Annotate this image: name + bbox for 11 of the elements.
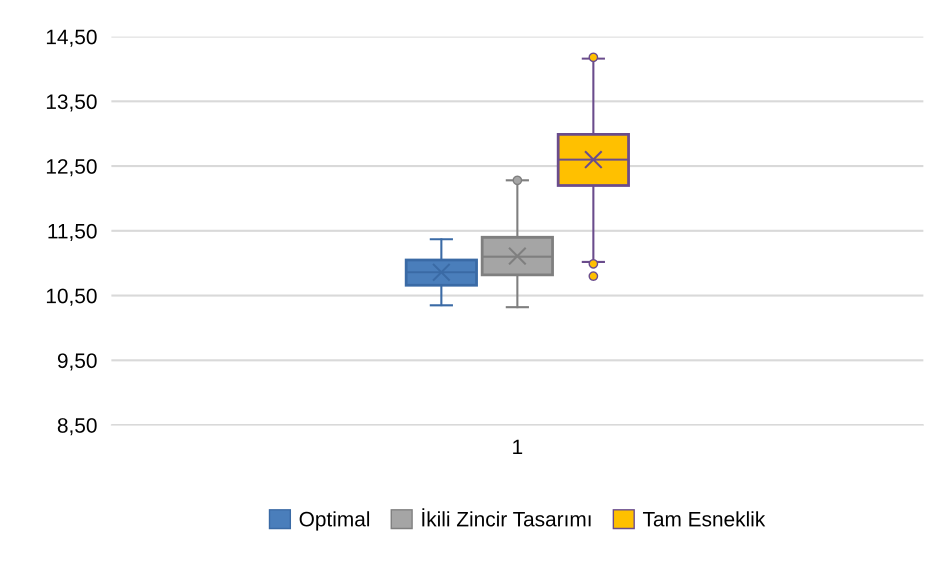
y-tick-label: 9,50 xyxy=(58,353,97,371)
y-tick-label: 10,50 xyxy=(46,288,97,306)
legend-label: Optimal xyxy=(300,511,370,531)
legend-label: İkili Zincir Tasarımı xyxy=(422,508,591,527)
legend-label: Tam Esneklik xyxy=(642,511,766,527)
y-tick-label: 13,50 xyxy=(46,94,97,112)
y-tick-label: 14,50 xyxy=(46,30,97,47)
y-tick-label: 11,50 xyxy=(48,224,97,242)
y-tick-label: 8,50 xyxy=(58,418,97,436)
y-tick-label: 12,50 xyxy=(46,159,97,176)
x-tick-label: 1 xyxy=(513,440,522,454)
